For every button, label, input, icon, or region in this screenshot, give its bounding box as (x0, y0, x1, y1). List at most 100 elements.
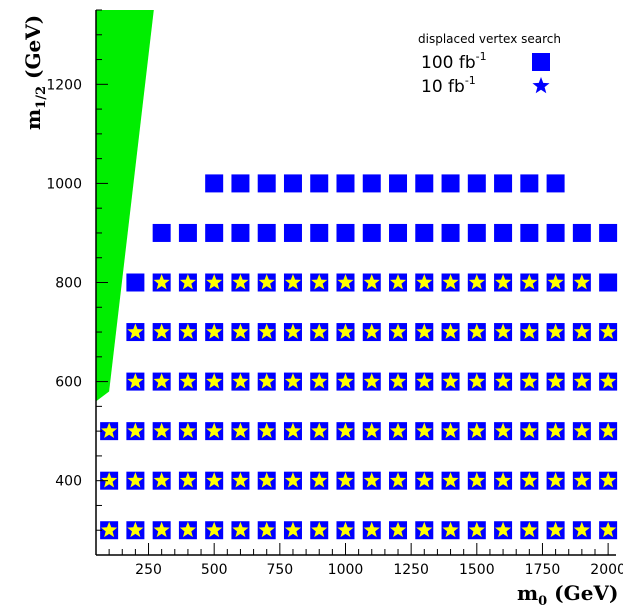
y-axis-title: m1/2 (GeV) (21, 15, 49, 130)
star-marker (363, 323, 380, 339)
star-marker (416, 373, 433, 389)
star-marker (600, 422, 617, 439)
x-axis-title-sub: 0 (538, 594, 547, 606)
star-marker (179, 521, 196, 538)
square-marker (520, 223, 539, 242)
star-marker (206, 373, 223, 389)
star-marker (127, 422, 144, 439)
star-marker (284, 521, 302, 538)
x-axis-title-unit: (GeV) (547, 581, 618, 605)
star-marker (442, 274, 459, 290)
star-marker (494, 521, 512, 538)
star-marker (416, 422, 433, 439)
star-marker (389, 373, 407, 389)
y-tick-label: 600 (55, 375, 82, 391)
star-marker (179, 472, 196, 488)
square-marker (231, 174, 250, 193)
x-axis-title: m0 (GeV) (517, 581, 618, 606)
star-marker (284, 274, 302, 290)
star-marker (468, 472, 485, 488)
y-tick-label: 800 (55, 276, 82, 292)
star-marker (337, 274, 354, 290)
square-marker (362, 174, 381, 193)
square-marker (441, 223, 460, 242)
star-marker (153, 422, 170, 439)
star-marker (311, 274, 328, 290)
square-marker (546, 223, 565, 242)
star-marker (389, 422, 407, 439)
square-marker (441, 174, 460, 193)
star-marker (573, 274, 590, 290)
star-marker (127, 521, 144, 538)
star-marker (101, 521, 118, 538)
star-marker (389, 274, 407, 290)
square-marker (257, 174, 276, 193)
star-marker (232, 472, 249, 488)
star-marker (573, 472, 590, 488)
square-marker (415, 223, 434, 242)
star-marker (127, 373, 144, 389)
star-marker (232, 323, 249, 339)
star-marker (101, 472, 118, 488)
square-marker (205, 174, 224, 193)
star-marker (494, 373, 512, 389)
x-tick-label: 1750 (525, 562, 561, 578)
star-marker (258, 472, 275, 488)
square-marker (310, 223, 329, 242)
legend-marker-star (532, 77, 550, 94)
x-tick-label: 250 (135, 562, 162, 578)
x-tick-label: 2000 (590, 562, 623, 578)
star-marker (573, 373, 590, 389)
star-marker (258, 274, 275, 290)
star-marker (600, 472, 617, 488)
star-marker (442, 422, 459, 439)
star-marker (153, 472, 170, 488)
star-marker (547, 472, 564, 488)
square-marker (572, 223, 591, 242)
legend: displaced vertex search 100 fb-1 10 fb-1 (418, 32, 561, 97)
legend-title: displaced vertex search (418, 32, 561, 46)
x-tick-label: 1000 (328, 562, 364, 578)
star-marker (337, 521, 354, 538)
y-axis-title-sub: 1/2 (34, 86, 49, 109)
star-marker (127, 472, 144, 488)
star-marker (521, 521, 538, 538)
star-marker (521, 472, 538, 488)
legend-label-100fb-exp: -1 (476, 50, 487, 63)
star-marker (600, 323, 617, 339)
star-marker (153, 373, 170, 389)
square-marker (283, 223, 302, 242)
star-marker (284, 472, 302, 488)
star-marker (153, 323, 170, 339)
star-marker (416, 323, 433, 339)
star-marker (179, 274, 196, 290)
star-marker (521, 422, 538, 439)
square-marker (599, 273, 618, 292)
star-marker (573, 323, 590, 339)
star-marker (600, 521, 617, 538)
axes: 250 500 750 1000 1250 1500 1750 2000 400 600 800 10… (46, 9, 623, 578)
star-marker (206, 323, 223, 339)
star-marker (337, 373, 354, 389)
square-marker (178, 223, 197, 242)
square-marker (126, 273, 145, 292)
x-tick-label: 750 (266, 562, 293, 578)
star-marker (127, 323, 144, 339)
star-marker (311, 323, 328, 339)
star-marker (206, 274, 223, 290)
star-marker (258, 373, 275, 389)
square-marker (494, 223, 513, 242)
legend-label-100fb-base: 100 fb (421, 53, 476, 73)
star-marker (206, 472, 223, 488)
square-marker (257, 223, 276, 242)
star-marker (153, 521, 170, 538)
square-marker (389, 223, 408, 242)
star-marker (494, 422, 512, 439)
star-marker (547, 521, 564, 538)
star-marker (258, 422, 275, 439)
star-marker (337, 422, 354, 439)
legend-label-10fb-exp: -1 (465, 74, 476, 87)
star-marker (206, 422, 223, 439)
star-marker (337, 323, 354, 339)
legend-marker-square (532, 53, 550, 71)
